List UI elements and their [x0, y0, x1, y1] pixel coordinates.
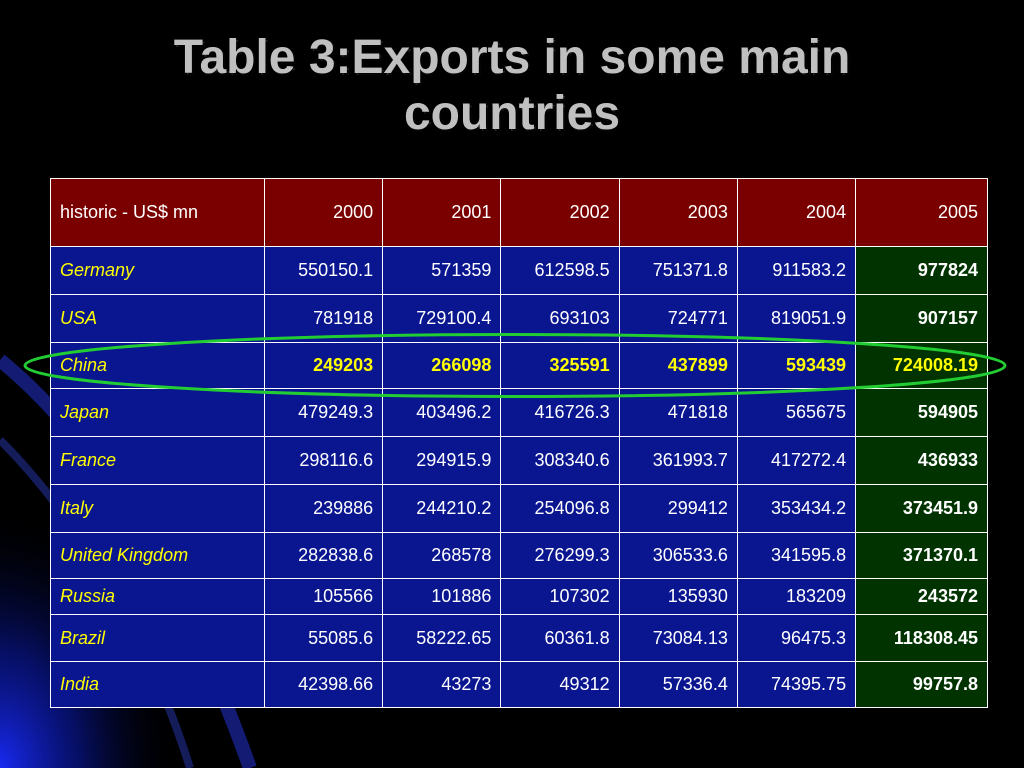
column-header-year: 2001: [383, 179, 501, 247]
value-cell: 729100.4: [383, 295, 501, 343]
value-cell: 693103: [501, 295, 619, 343]
value-cell: 105566: [264, 579, 382, 615]
value-cell: 73084.13: [619, 615, 737, 662]
value-cell: 183209: [737, 579, 855, 615]
value-cell: 612598.5: [501, 247, 619, 295]
value-cell: 254096.8: [501, 485, 619, 533]
value-cell: 361993.7: [619, 437, 737, 485]
page-title-line1: Table 3:Exports in some main: [0, 30, 1024, 86]
value-cell: 118308.45: [856, 615, 988, 662]
country-cell: USA: [51, 295, 265, 343]
value-cell: 781918: [264, 295, 382, 343]
value-cell: 479249.3: [264, 389, 382, 437]
column-header-year: 2002: [501, 179, 619, 247]
value-cell: 243572: [856, 579, 988, 615]
table-row: United Kingdom 282838.6 268578 276299.3 3065…: [51, 533, 988, 579]
value-cell: 306533.6: [619, 533, 737, 579]
table-row: USA 781918 729100.4 693103 724771 819051.9 907…: [51, 295, 988, 343]
value-cell: 49312: [501, 662, 619, 708]
value-cell: 341595.8: [737, 533, 855, 579]
value-cell: 298116.6: [264, 437, 382, 485]
country-cell: Germany: [51, 247, 265, 295]
column-header-year: 2005: [856, 179, 988, 247]
value-cell: 325591: [501, 343, 619, 389]
value-cell: 416726.3: [501, 389, 619, 437]
column-header-year: 2000: [264, 179, 382, 247]
value-cell: 55085.6: [264, 615, 382, 662]
column-header-year: 2004: [737, 179, 855, 247]
value-cell: 436933: [856, 437, 988, 485]
value-cell: 43273: [383, 662, 501, 708]
value-cell: 353434.2: [737, 485, 855, 533]
country-cell: Brazil: [51, 615, 265, 662]
table-row: India 42398.66 43273 49312 57336.4 74395.75 99…: [51, 662, 988, 708]
value-cell: 276299.3: [501, 533, 619, 579]
table-row: Russia 105566 101886 107302 135930 183209 2435…: [51, 579, 988, 615]
country-cell: Japan: [51, 389, 265, 437]
country-cell: United Kingdom: [51, 533, 265, 579]
exports-table: historic - US$ mn 2000 2001 2002 2003 2004 200…: [50, 178, 988, 708]
value-cell: 135930: [619, 579, 737, 615]
column-header-label: historic - US$ mn: [51, 179, 265, 247]
table-row: Brazil 55085.6 58222.65 60361.8 73084.13 9647…: [51, 615, 988, 662]
value-cell: 977824: [856, 247, 988, 295]
page-title: Table 3:Exports in some main countries: [0, 30, 1024, 142]
table-row: China 249203 266098 325591 437899 593439 72400…: [51, 343, 988, 389]
value-cell: 907157: [856, 295, 988, 343]
value-cell: 268578: [383, 533, 501, 579]
value-cell: 594905: [856, 389, 988, 437]
country-cell: Italy: [51, 485, 265, 533]
value-cell: 99757.8: [856, 662, 988, 708]
table-header-row: historic - US$ mn 2000 2001 2002 2003 2004 200…: [51, 179, 988, 247]
value-cell: 101886: [383, 579, 501, 615]
value-cell: 550150.1: [264, 247, 382, 295]
country-cell: India: [51, 662, 265, 708]
value-cell: 74395.75: [737, 662, 855, 708]
value-cell: 571359: [383, 247, 501, 295]
value-cell: 244210.2: [383, 485, 501, 533]
value-cell: 266098: [383, 343, 501, 389]
value-cell: 565675: [737, 389, 855, 437]
table-row: Germany 550150.1 571359 612598.5 751371.8 911…: [51, 247, 988, 295]
table-body: Germany 550150.1 571359 612598.5 751371.8 911…: [51, 247, 988, 708]
value-cell: 58222.65: [383, 615, 501, 662]
value-cell: 239886: [264, 485, 382, 533]
value-cell: 911583.2: [737, 247, 855, 295]
table-row: Japan 479249.3 403496.2 416726.3 471818 56567…: [51, 389, 988, 437]
value-cell: 593439: [737, 343, 855, 389]
country-cell: Russia: [51, 579, 265, 615]
value-cell: 249203: [264, 343, 382, 389]
value-cell: 417272.4: [737, 437, 855, 485]
value-cell: 471818: [619, 389, 737, 437]
value-cell: 724008.19: [856, 343, 988, 389]
column-header-year: 2003: [619, 179, 737, 247]
value-cell: 437899: [619, 343, 737, 389]
value-cell: 299412: [619, 485, 737, 533]
table-row: France 298116.6 294915.9 308340.6 361993.7 41…: [51, 437, 988, 485]
value-cell: 57336.4: [619, 662, 737, 708]
country-cell: China: [51, 343, 265, 389]
value-cell: 724771: [619, 295, 737, 343]
value-cell: 294915.9: [383, 437, 501, 485]
value-cell: 403496.2: [383, 389, 501, 437]
value-cell: 107302: [501, 579, 619, 615]
value-cell: 373451.9: [856, 485, 988, 533]
value-cell: 60361.8: [501, 615, 619, 662]
page-title-line2: countries: [0, 86, 1024, 142]
value-cell: 96475.3: [737, 615, 855, 662]
value-cell: 308340.6: [501, 437, 619, 485]
value-cell: 819051.9: [737, 295, 855, 343]
value-cell: 751371.8: [619, 247, 737, 295]
value-cell: 371370.1: [856, 533, 988, 579]
country-cell: France: [51, 437, 265, 485]
value-cell: 42398.66: [264, 662, 382, 708]
value-cell: 282838.6: [264, 533, 382, 579]
table-row: Italy 239886 244210.2 254096.8 299412 353434.…: [51, 485, 988, 533]
